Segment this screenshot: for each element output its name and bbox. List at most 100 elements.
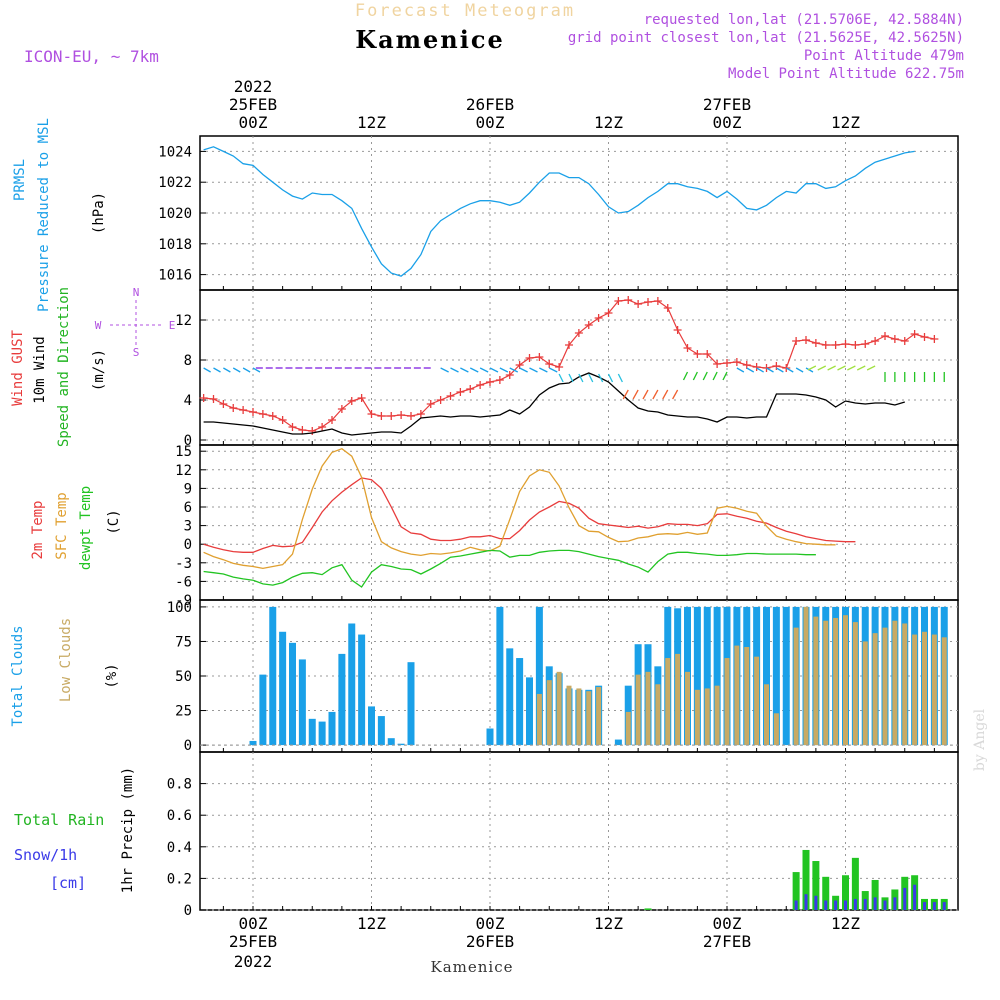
wind-arrow [519,367,528,373]
gust-marker [436,396,445,404]
gust-marker [792,337,801,345]
snow-bar [824,900,828,910]
gust-marker [387,412,396,420]
clouds-panel: Total Clouds Low Clouds (%) 0 25 50 75 100 [10,599,959,754]
y-tick-label: 4 [184,393,192,409]
gust-marker [337,405,346,413]
gust-marker [278,416,287,424]
low-cloud-bar [902,623,908,746]
y-tick-label: 0.8 [167,777,192,793]
top-date-label: 25FEB [229,95,277,114]
wind-arrow [692,371,698,381]
total-cloud-bar [318,721,326,746]
gust-marker [535,353,544,361]
gust-marker [249,408,257,416]
gust-marker [752,363,761,371]
gust-marker [357,394,366,402]
wind-arrow [622,389,629,400]
snow-bar [893,897,897,910]
low-cloud-bar [536,693,542,746]
low-cloud-bar [645,671,651,746]
precip-legend-snow: Snow/1h [14,846,77,864]
wind-arrow [558,373,564,383]
gust-marker [653,297,662,305]
cloud-label-low: Low Clouds [58,618,74,702]
bottom-hour-label: 12Z [357,914,386,933]
gust-marker [258,410,267,418]
wind-arrow [252,367,261,373]
wind-arrow [499,367,509,373]
wind-arrow [213,367,221,373]
bottom-hour-label: 00Z [476,914,505,933]
gust-marker [693,350,702,358]
wind-arrow [766,367,774,373]
total-cloud-bar [368,706,375,746]
low-cloud-bar [793,627,799,746]
wind-arrow [837,365,846,371]
rain-bar [871,879,879,910]
top-hour-label: 12Z [357,113,386,132]
wind-unit: (m/s) [91,349,107,391]
gust-marker [367,410,376,418]
gust-marker [861,340,870,348]
y-tick-label: 15 [175,444,192,460]
gust-marker [910,330,919,338]
wind-arrow [856,365,866,371]
top-date-label: 26FEB [466,95,514,114]
temp-label-sfc: SFC Temp [54,492,70,559]
compass-e: E [169,319,176,332]
snow-bar [883,900,887,910]
wind-arrow [617,373,623,383]
precip-panel: 1hr Precip (mm) Total Rain Snow/1h [cm] … [14,751,959,919]
compass-rose: N S W E [95,286,176,359]
bottom-hour-label: 00Z [713,914,742,933]
snow-bar [913,884,917,910]
gust-marker [930,335,939,343]
compass-n: N [133,286,140,299]
total-cloud-bar [358,634,366,746]
snow-bar [863,898,867,910]
total-cloud-bar [486,728,494,746]
gust-marker [397,411,406,419]
total-cloud-bar [772,606,780,746]
low-cloud-bar [754,656,760,746]
gust-marker [377,412,386,420]
low-cloud-bar [843,615,848,746]
gust-marker [802,336,810,344]
gust-marker [584,321,593,329]
gust-marker [574,329,583,337]
snow-bar [804,894,808,910]
gust-marker [318,423,327,431]
low-cloud-bar [852,622,858,746]
gust-marker [732,358,741,366]
wind-arrow [460,367,469,373]
wind-arrow [785,367,794,373]
low-cloud-bar [734,645,740,746]
gust-marker [565,341,573,349]
gust-marker [416,410,425,418]
total-cloud-bar [269,606,277,746]
gust-marker [890,335,899,343]
wind-label-speed: 10m Wind [32,336,48,403]
y-tick-label: 0.2 [167,871,192,887]
low-cloud-bar [556,671,562,746]
wind-arrow [232,367,241,373]
wind-label-dir: Speed and Direction [56,287,72,447]
low-cloud-bar [655,684,661,746]
y-tick-label: 1018 [158,237,192,253]
gust-marker [199,394,208,402]
gust-marker [811,339,820,347]
gust-marker [229,404,238,412]
footer-station: Kamenice [431,958,514,976]
dewpoint-line [203,549,816,588]
wind-arrow [776,367,784,373]
rain-bar [802,849,810,910]
wind-arrow [568,373,574,383]
low-cloud-bar [675,653,681,746]
gust-marker [347,397,356,405]
low-cloud-bar [576,688,582,746]
bottom-date-label: 27FEB [703,932,751,951]
total-cloud-bar [259,674,267,746]
snow-bar [853,898,857,910]
